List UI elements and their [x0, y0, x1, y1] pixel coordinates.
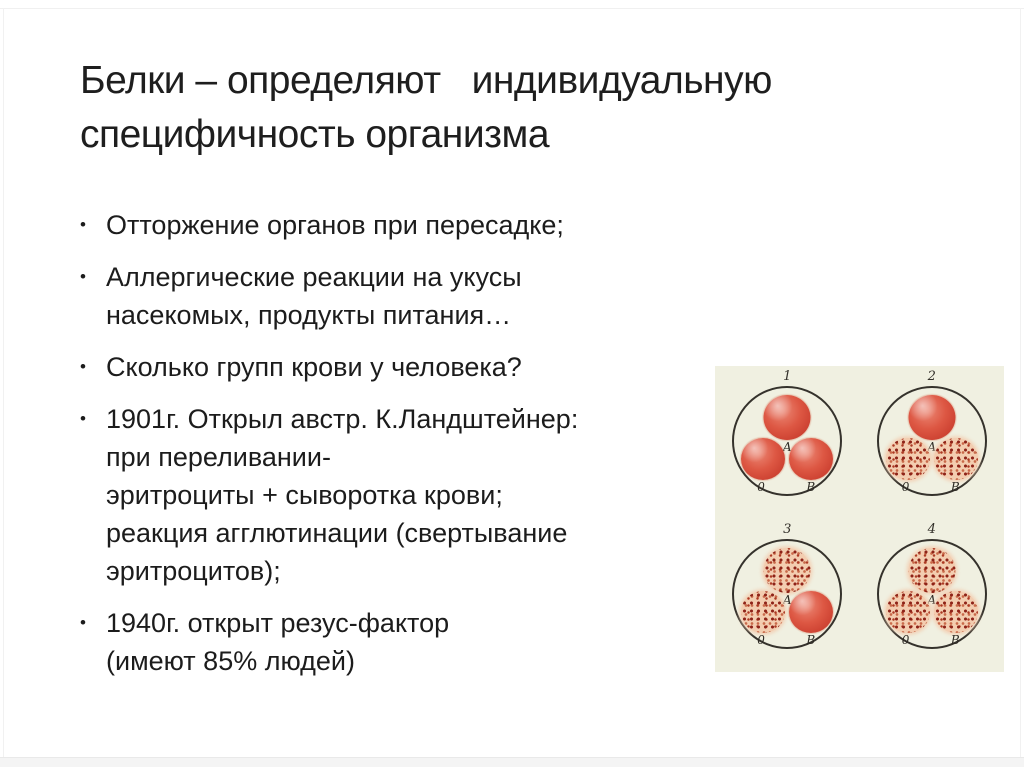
bullet-item: • Сколько групп крови у человека? [80, 348, 725, 386]
bullet-text-line: эритроцитов); [106, 556, 281, 586]
slide-title-line: Белки – определяют индивидуальную [80, 59, 772, 102]
bullet-marker: • [80, 409, 86, 428]
bullet-text-line: при переливании- [106, 442, 331, 472]
bullet-item: • 1940г. открыт резус-фактор (имеют 85% лю… [80, 604, 725, 680]
drop-label: А [782, 593, 792, 607]
drop-label: А [782, 440, 792, 454]
blood-drop-agglutinated [741, 591, 786, 633]
blood-drop-agglutinated [933, 591, 978, 633]
blood-drop-smooth [789, 591, 834, 633]
panel-number-label: 4 [927, 522, 936, 537]
blood-drop-agglutinated [908, 548, 956, 593]
bullet-text-line: Аллергические реакции на укусы [106, 262, 522, 292]
drop-label: В [950, 633, 960, 647]
drop-label: 0 [901, 480, 910, 494]
bullet-text: Сколько групп крови у человека? [106, 348, 725, 386]
panel-number-label: 3 [783, 522, 792, 537]
drop-label: 0 [757, 480, 765, 494]
slide-title: Белки – определяют индивидуальную специф… [80, 54, 980, 162]
blood-drop-smooth [789, 438, 834, 480]
drop-label: В [806, 633, 816, 647]
petri-panel: 4 А 0 В [860, 519, 1005, 672]
bullet-text-line: эритроциты + сыворотка крови; [106, 480, 503, 510]
petri-dish-circle: А 0 В [876, 539, 987, 649]
bullet-item: • Отторжение органов при пересадке; [80, 206, 725, 244]
bullet-text: Аллергические реакции на укусы насекомых,… [106, 258, 725, 334]
bullet-text-line: 1940г. открыт резус-фактор [106, 608, 450, 638]
panel-number-label: 2 [927, 369, 936, 384]
slide-frame-top [0, 8, 1024, 9]
petri-panel: 1 А 0 В [715, 366, 860, 519]
petri-dish-circle: А 0 В [732, 539, 843, 649]
bullet-text: 1901г. Открыл австр. К.Ландштейнер: при п… [106, 400, 725, 590]
slide-frame-bottom [0, 757, 1024, 767]
bullet-marker: • [80, 613, 86, 632]
slide-title-line: специфичность организма [80, 113, 550, 156]
bullet-text-line: 1901г. Открыл австр. К.Ландштейнер: [106, 404, 579, 434]
drop-label: В [806, 480, 816, 494]
slide-frame-right [1020, 8, 1021, 757]
bullet-text: 1940г. открыт резус-фактор (имеют 85% люд… [106, 604, 725, 680]
blood-drop-agglutinated [933, 438, 978, 480]
blood-drop-smooth [741, 438, 786, 480]
bullet-marker: • [80, 215, 86, 234]
petri-dish-circle: А 0 В [876, 386, 987, 496]
bullet-marker: • [80, 267, 86, 286]
blood-drop-smooth [908, 395, 956, 440]
petri-dish-circle: А 0 В [732, 386, 843, 496]
petri-panel: 3 А 0 В [715, 519, 860, 672]
blood-group-figure: 1 А 0 В 2 А 0 В 3 А 0 В 4 А 0 В [715, 366, 1004, 672]
petri-panel: 2 А 0 В [860, 366, 1005, 519]
bullet-text-line: насекомых, продукты питания… [106, 300, 512, 330]
bullet-item: • 1901г. Открыл австр. К.Ландштейнер: при … [80, 400, 725, 590]
blood-drop-agglutinated [885, 438, 930, 480]
drop-label: А [927, 593, 937, 607]
blood-drop-smooth [763, 395, 811, 440]
bullet-item: • Аллергические реакции на укусы насекомых… [80, 258, 725, 334]
bullet-text: Отторжение органов при пересадке; [106, 206, 725, 244]
drop-label: 0 [901, 633, 910, 647]
slide-frame-left [3, 8, 4, 757]
blood-drop-agglutinated [885, 591, 930, 633]
drop-label: В [950, 480, 960, 494]
drop-label: А [927, 440, 937, 454]
bullet-text-line: Сколько групп крови у человека? [106, 352, 522, 382]
bullet-list: • Отторжение органов при пересадке; • Аллер… [80, 206, 725, 694]
bullet-text-line: (имеют 85% людей) [106, 646, 355, 676]
bullet-text-line: реакция агглютинации (свертывание [106, 518, 568, 548]
panel-number-label: 1 [783, 369, 792, 384]
bullet-marker: • [80, 357, 86, 376]
blood-drop-agglutinated [763, 548, 811, 593]
drop-label: 0 [757, 633, 765, 647]
bullet-text-line: Отторжение органов при пересадке; [106, 210, 564, 240]
